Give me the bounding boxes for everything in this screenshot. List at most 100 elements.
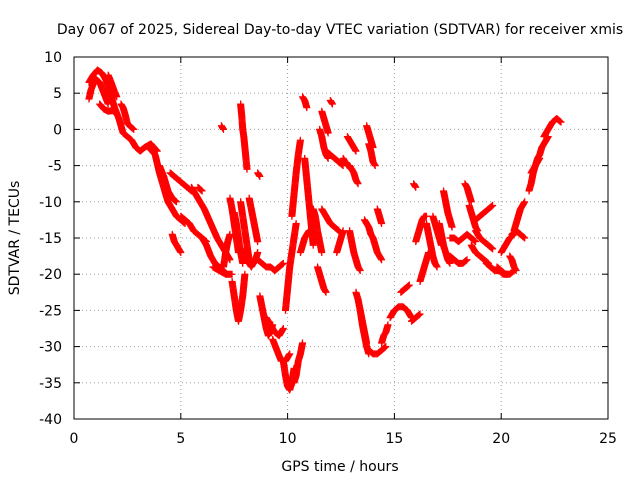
data-point: [279, 325, 287, 332]
data-track: [198, 234, 228, 275]
data-point: [309, 241, 317, 249]
data-track: [446, 230, 480, 246]
data-point: [128, 124, 136, 132]
data-point: [292, 220, 300, 228]
data-point: [113, 93, 121, 101]
data-track: [241, 245, 262, 271]
data-point: [472, 238, 480, 246]
data-track: [326, 96, 336, 108]
data-track: [228, 270, 249, 325]
data-point: [339, 227, 347, 235]
x-tick-label: 0: [70, 431, 79, 447]
data-point: [198, 187, 206, 195]
data-track: [540, 115, 565, 141]
data-point: [384, 321, 392, 329]
data-point: [322, 288, 330, 296]
data-track: [254, 256, 287, 275]
x-axis-label: GPS time / hours: [281, 459, 398, 475]
data-point: [512, 267, 520, 275]
data-point: [405, 281, 413, 289]
data-point: [463, 256, 471, 264]
data-track: [346, 227, 364, 275]
data-track: [467, 241, 492, 267]
data-track: [369, 234, 386, 264]
data-point: [405, 282, 413, 290]
data-track: [296, 227, 313, 256]
data-point: [521, 234, 529, 242]
data-point: [171, 197, 179, 205]
data-point: [226, 230, 234, 238]
data-point: [462, 257, 470, 265]
y-tick-label: -30: [39, 340, 62, 356]
data-point: [380, 344, 388, 352]
data-point: [519, 233, 527, 241]
data-track: [314, 263, 330, 296]
y-tick-label: -5: [48, 159, 62, 175]
data-track: [237, 100, 251, 173]
data-point: [416, 310, 424, 318]
data-point: [328, 100, 336, 108]
data-track: [412, 212, 430, 246]
data-point: [448, 223, 456, 231]
data-point: [299, 339, 307, 347]
data-point: [303, 104, 311, 112]
data-point: [378, 220, 386, 228]
data-track: [343, 133, 360, 155]
data-point: [520, 233, 528, 241]
x-tick-label: 10: [279, 431, 297, 447]
data-track: [348, 165, 362, 188]
y-tick-label: -15: [39, 231, 62, 247]
marks-layer: [85, 66, 565, 394]
data-track: [155, 162, 181, 206]
data-track: [397, 281, 413, 296]
data-point: [220, 125, 228, 133]
data-track: [117, 100, 138, 133]
data-point: [172, 197, 180, 205]
data-point: [173, 198, 181, 206]
data-point: [278, 261, 286, 269]
data-track: [435, 220, 454, 267]
data-point: [113, 109, 121, 117]
data-point: [404, 282, 412, 290]
data-point: [433, 263, 441, 271]
data-track: [281, 220, 300, 314]
data-track: [245, 194, 262, 246]
ticks-layer: 0 5 10 15 20 25 10 5 0 -5 -10 -15 -20 -25 -30 -35 -40: [39, 50, 617, 447]
data-point: [446, 259, 454, 267]
data-point: [487, 203, 495, 211]
x-tick-label: 15: [385, 431, 403, 447]
data-point: [557, 118, 565, 126]
data-track: [194, 183, 206, 195]
y-tick-label: 0: [53, 122, 62, 138]
y-tick-label: -35: [39, 376, 62, 392]
data-point: [286, 350, 294, 358]
y-tick-label: -20: [39, 267, 62, 283]
data-track: [339, 154, 356, 173]
data-track: [527, 154, 544, 177]
data-track: [104, 71, 121, 101]
data-point: [197, 186, 205, 194]
data-track: [220, 230, 234, 271]
data-track: [299, 93, 311, 112]
data-point: [462, 256, 470, 264]
data-point: [521, 198, 529, 206]
data-point: [470, 236, 478, 244]
data-point: [556, 118, 564, 126]
data-track: [422, 220, 441, 271]
data-track: [461, 180, 475, 206]
data-track: [506, 252, 520, 275]
chart-title: Day 067 of 2025, Sidereal Day-to-day VTE…: [57, 22, 623, 38]
data-point: [254, 248, 262, 256]
data-track: [365, 140, 379, 170]
data-point: [333, 226, 341, 234]
data-point: [488, 202, 496, 210]
data-track: [318, 107, 332, 137]
data-track: [230, 209, 247, 267]
data-point: [471, 237, 479, 245]
data-track: [290, 339, 307, 387]
data-point: [130, 125, 138, 133]
data-track: [318, 205, 343, 235]
data-track: [472, 227, 497, 253]
